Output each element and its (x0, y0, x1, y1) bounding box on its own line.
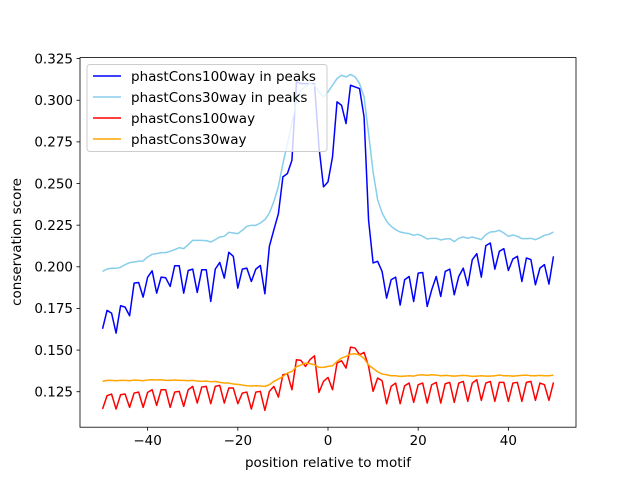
legend-label: phastCons30way in peaks (131, 90, 307, 106)
y-tick-label: 0.150 (34, 343, 73, 359)
y-tick-label: 0.225 (34, 218, 73, 234)
series-line-phastcons30way (102, 353, 554, 388)
series-line-phastcons100way (101, 346, 555, 412)
x-tick-label: 0 (324, 433, 333, 449)
y-tick-label: 0.175 (34, 301, 73, 317)
x-tick-label: −40 (133, 433, 162, 449)
legend-item-phastcons30way-in-peaks: phastCons30way in peaks (93, 90, 307, 106)
x-tick-label: 40 (500, 433, 517, 449)
y-tick-label: 0.250 (34, 176, 73, 192)
legend-label: phastCons100way (131, 111, 255, 127)
x-axis-label: position relative to motif (245, 455, 412, 471)
legend-item-phastcons30way: phastCons30way (93, 132, 246, 148)
series-line-phastcons30way-in-peaks (102, 73, 554, 273)
legend: phastCons100way in peaks phastCons30way i… (86, 64, 328, 152)
plot-area (101, 73, 555, 412)
x-axis-ticks: −40 −20 0 20 40 (133, 427, 517, 449)
legend-box (86, 64, 328, 152)
y-axis-ticks: 0.125 0.150 0.175 0.200 0.225 0.250 0.275 0.300… (34, 51, 80, 401)
legend-item-phastcons100way: phastCons100way (93, 111, 255, 127)
legend-label: phastCons30way (131, 132, 246, 148)
y-tick-label: 0.275 (34, 135, 73, 151)
x-tick-label: −20 (224, 433, 253, 449)
x-tick-label: 20 (410, 433, 427, 449)
y-tick-label: 0.200 (34, 260, 73, 276)
y-axis-label: conservation score (9, 178, 25, 306)
y-tick-label: 0.325 (34, 51, 73, 67)
y-tick-label: 0.300 (34, 93, 73, 109)
series-line-phastcons100way-in-peaks (101, 81, 555, 334)
legend-item-phastcons100way-in-peaks: phastCons100way in peaks (93, 69, 316, 85)
legend-label: phastCons100way in peaks (131, 69, 316, 85)
y-tick-label: 0.125 (34, 385, 73, 401)
